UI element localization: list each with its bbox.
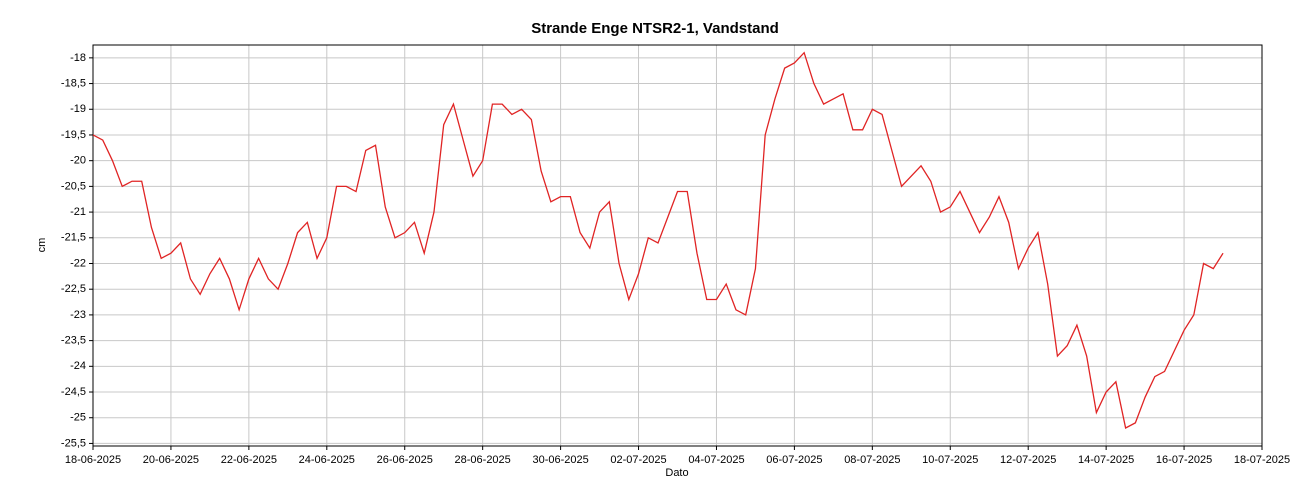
plot-frame xyxy=(92,44,1263,447)
x-tick-label: 18-07-2025 xyxy=(1234,454,1290,466)
x-tick-label: 30-06-2025 xyxy=(532,454,588,466)
x-tick-label: 12-07-2025 xyxy=(1000,454,1056,466)
x-tick-label: 28-06-2025 xyxy=(455,454,511,466)
y-tick-label: -23 xyxy=(70,309,86,321)
y-tick-label: -24,5 xyxy=(61,386,86,398)
y-axis-label: cm xyxy=(36,238,48,253)
x-tick-label: 20-06-2025 xyxy=(143,454,199,466)
y-tick-label: -18,5 xyxy=(61,77,86,89)
x-axis-label: Dato xyxy=(665,467,688,479)
y-tick-label: -22 xyxy=(70,257,86,269)
y-tick-label: -20,5 xyxy=(61,180,86,192)
y-tick-label: -21 xyxy=(70,206,86,218)
x-tick-label: 26-06-2025 xyxy=(377,454,433,466)
y-tick-label: -25,5 xyxy=(61,437,86,449)
y-tick-label: -21,5 xyxy=(61,232,86,244)
x-tick-label: 06-07-2025 xyxy=(766,454,822,466)
y-tick-label: -19,5 xyxy=(61,129,86,141)
x-tick-label: 16-07-2025 xyxy=(1156,454,1212,466)
y-tick-label: -23,5 xyxy=(61,335,86,347)
y-tick-label: -19 xyxy=(70,103,86,115)
chart-title: Strande Enge NTSR2-1, Vandstand xyxy=(531,20,779,37)
x-tick-label: 02-07-2025 xyxy=(610,454,666,466)
y-tick-label: -20 xyxy=(70,155,86,167)
data-line xyxy=(92,51,1224,429)
x-tick-label: 10-07-2025 xyxy=(922,454,978,466)
y-tick-label: -22,5 xyxy=(61,283,86,295)
x-tick-label: 04-07-2025 xyxy=(688,454,744,466)
x-tick-label: 14-07-2025 xyxy=(1078,454,1134,466)
x-tick-label: 08-07-2025 xyxy=(844,454,900,466)
y-tick-label: -24 xyxy=(70,360,86,372)
x-tick-label: 18-06-2025 xyxy=(65,454,121,466)
x-tick-label: 22-06-2025 xyxy=(221,454,277,466)
y-tick-label: -18 xyxy=(70,52,86,64)
x-tick-label: 24-06-2025 xyxy=(299,454,355,466)
y-tick-label: -25 xyxy=(70,412,86,424)
